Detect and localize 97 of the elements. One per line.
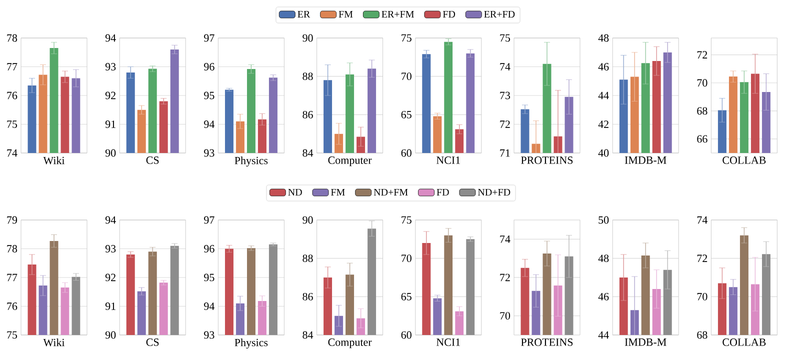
y-tick-label: 78	[7, 34, 18, 42]
y-tick-label: 68	[697, 107, 708, 115]
x-tick-label: Computer	[328, 156, 372, 166]
y-tick-label: 44	[598, 92, 609, 100]
y-tick-label: 68	[697, 331, 708, 339]
y-tick-label: 65	[401, 292, 412, 300]
y-tick-label: 97	[204, 216, 214, 224]
x-tick-label: Computer	[328, 338, 372, 348]
y-tick-label: 70	[697, 292, 708, 300]
y-tick-label: 94	[105, 216, 116, 224]
y-tick-label: 76	[7, 302, 18, 310]
y-tick-label: 96	[204, 245, 214, 252]
x-tick-label: Physics	[234, 156, 268, 167]
legend-label: FD	[442, 10, 456, 18]
y-tick-label: 94	[204, 302, 215, 310]
x-tick-label: IMDB-M	[624, 338, 666, 346]
y-tick-label: 73	[500, 92, 510, 100]
y-tick-label: 93	[204, 149, 214, 157]
y-tick-label: 94	[105, 34, 116, 42]
y-tick-label: 84	[302, 331, 314, 339]
legend-label: ND+FM	[374, 188, 408, 196]
y-tick-label: 40	[598, 149, 609, 157]
y-tick-label: 48	[598, 34, 609, 42]
y-tick-label: 70	[402, 254, 412, 262]
y-tick-label: 90	[302, 34, 313, 42]
x-tick-label: CS	[146, 156, 159, 164]
legend-label: ER+FM	[382, 10, 414, 18]
y-tick-label: 93	[105, 245, 116, 252]
y-tick-label: 60	[401, 149, 412, 157]
x-tick-label: CS	[146, 338, 159, 346]
legend-label: FM	[338, 10, 353, 18]
y-tick-label: 74	[697, 216, 708, 224]
y-tick-label: 72	[500, 274, 510, 282]
y-tick-label: 88	[302, 72, 313, 80]
y-tick-label: 79	[7, 216, 18, 224]
y-tick-label: 71	[500, 149, 510, 157]
y-tick-label: 74	[7, 149, 18, 157]
y-tick-label: 75	[7, 120, 18, 128]
y-tick-label: 77	[7, 274, 18, 282]
x-tick-label: PROTEINS	[521, 156, 573, 164]
y-tick-label: 77	[7, 63, 18, 70]
y-tick-label: 46	[598, 292, 609, 300]
y-tick-label: 72	[500, 120, 510, 128]
x-tick-label: Wiki	[43, 338, 65, 346]
legend-label: ER	[298, 10, 310, 18]
y-tick-label: 75	[7, 331, 18, 339]
x-tick-label: Physics	[234, 338, 268, 349]
x-tick-label: COLLAB	[722, 156, 766, 164]
y-tick-label: 48	[598, 254, 609, 262]
y-tick-label: 60	[401, 331, 412, 339]
legend-label: ND+FD	[478, 188, 510, 196]
y-tick-label: 76	[7, 92, 18, 100]
y-tick-label: 70	[697, 79, 708, 87]
y-tick-label: 90	[302, 216, 313, 224]
x-tick-label: NCI1	[436, 338, 460, 346]
y-tick-label: 86	[302, 292, 313, 300]
y-tick-label: 88	[302, 254, 313, 262]
y-tick-label: 91	[105, 302, 116, 310]
y-tick-label: 75	[402, 34, 412, 42]
y-tick-label: 78	[7, 245, 18, 252]
y-tick-label: 93	[204, 331, 214, 339]
y-tick-label: 50	[598, 216, 609, 224]
y-tick-label: 74	[500, 63, 510, 70]
x-tick-label: PROTEINS	[521, 338, 573, 346]
y-tick-label: 66	[697, 135, 708, 143]
y-tick-label: 42	[598, 120, 608, 128]
y-tick-label: 75	[402, 216, 412, 224]
y-tick-label: 93	[105, 63, 116, 70]
y-tick-label: 92	[105, 274, 116, 282]
x-tick-label: Wiki	[43, 156, 65, 164]
y-tick-label: 65	[401, 110, 412, 118]
y-tick-label: 90	[105, 331, 116, 339]
y-tick-label: 46	[598, 63, 609, 70]
y-tick-label: 96	[204, 63, 214, 70]
x-tick-label: COLLAB	[722, 338, 766, 346]
x-tick-label: NCI1	[436, 156, 460, 164]
y-tick-label: 70	[402, 72, 412, 80]
x-tick-label: IMDB-M	[624, 156, 666, 164]
y-tick-label: 97	[204, 34, 214, 42]
y-tick-label: 72	[697, 51, 708, 58]
legend-label: ER+FD	[484, 10, 515, 18]
y-tick-label: 72	[697, 254, 708, 262]
y-tick-label: 95	[204, 274, 214, 282]
y-tick-label: 44	[598, 331, 609, 339]
legend-label: FD	[436, 188, 449, 196]
y-tick-label: 95	[204, 92, 214, 100]
y-tick-label: 94	[204, 120, 215, 128]
y-tick-label: 91	[105, 120, 116, 128]
y-tick-label: 84	[302, 149, 314, 157]
y-tick-label: 74	[500, 236, 510, 243]
y-tick-label: 75	[500, 34, 510, 42]
y-tick-label: 90	[105, 149, 116, 157]
y-tick-label: 86	[302, 110, 313, 118]
legend-label: ND	[288, 188, 302, 196]
y-tick-label: 92	[105, 92, 116, 100]
legend-label: FM	[330, 188, 345, 196]
y-tick-label: 70	[500, 312, 510, 320]
